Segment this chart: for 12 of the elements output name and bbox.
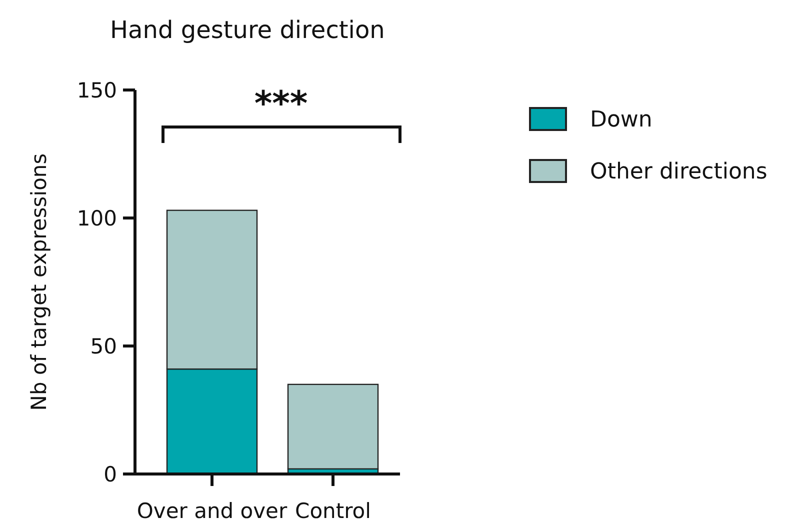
annotation: *** — [254, 84, 308, 124]
y-tick-label: 50 — [90, 334, 117, 358]
y-tick-label: 150 — [76, 78, 117, 102]
bar — [287, 384, 379, 470]
y-axis-title: Nb of target expressions — [27, 153, 51, 411]
y-tick-label: 100 — [76, 206, 117, 230]
legend-label: Other directions — [590, 160, 768, 185]
y-tick-label: 0 — [104, 462, 117, 486]
x-tick-label: Control — [295, 499, 371, 523]
chart-title: Hand gesture direction — [110, 16, 385, 44]
x-tick-label: Over and over — [136, 499, 288, 523]
legend-label: Down — [590, 108, 652, 133]
